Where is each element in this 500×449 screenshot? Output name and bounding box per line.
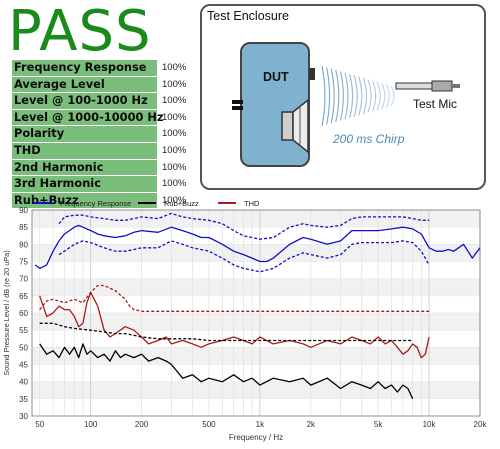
result-row: Polarity 100% xyxy=(12,126,200,143)
plot-frame xyxy=(31,209,481,417)
series-line-rub-buzz xyxy=(39,343,414,400)
x-tick-label: 10k xyxy=(423,420,437,429)
series-line-frequency-response-upper-limit xyxy=(58,212,430,240)
result-label: Level @ 100-1000 Hz xyxy=(12,93,157,109)
series-line-frequency-response xyxy=(34,224,481,270)
y-tick-label: 85 xyxy=(19,223,28,232)
x-tick-label: 50 xyxy=(35,420,44,429)
result-label: THD xyxy=(12,142,157,159)
series-line-thd xyxy=(39,291,430,359)
x-tick-label: 500 xyxy=(202,420,216,429)
result-value: 100% xyxy=(162,111,187,123)
result-value: 100% xyxy=(162,194,187,206)
result-row: Level @ 100-1000 Hz 100% xyxy=(12,93,200,110)
y-axis-label: Sound Pressure Level / dB (re 20 uPa) xyxy=(2,250,11,375)
grid-band xyxy=(32,381,480,399)
y-tick-label: 55 xyxy=(19,326,28,335)
pass-verdict: PASS xyxy=(8,0,152,64)
result-value: 100% xyxy=(162,128,187,140)
grid-band xyxy=(32,313,480,331)
y-tick-label: 80 xyxy=(19,240,28,249)
result-row: Frequency Response 100% xyxy=(12,60,200,77)
result-label: Frequency Response xyxy=(12,60,157,76)
series-line-frequency-response-lower-limit xyxy=(58,240,430,273)
y-tick-label: 60 xyxy=(19,309,28,318)
result-label: Rub+Buzz xyxy=(12,192,157,209)
x-tick-label: 20k xyxy=(474,420,488,429)
result-value: 100% xyxy=(162,178,187,190)
results-table: Frequency Response 100% Average Level 100% L… xyxy=(12,60,200,210)
x-tick-label: 200 xyxy=(135,420,149,429)
x-tick-label: 2k xyxy=(307,420,316,429)
y-tick-label: 70 xyxy=(19,275,28,284)
result-value: 100% xyxy=(162,161,187,173)
x-axis-label: Frequency / Hz xyxy=(229,433,283,442)
spl-chart: 30 35 40 45 50 55 60 65 70 75 80 85 90 50 100 200 500 1k 2… xyxy=(2,199,488,442)
y-tick-label: 50 xyxy=(19,343,28,352)
result-value: 100% xyxy=(162,78,187,90)
y-tick-label: 40 xyxy=(19,378,28,387)
grid-band xyxy=(32,347,480,365)
result-value: 100% xyxy=(162,144,187,156)
test-enclosure-box xyxy=(200,4,486,190)
y-tick-label: 30 xyxy=(19,412,28,421)
result-row: Rub+Buzz 100% xyxy=(12,192,200,210)
result-label: Average Level xyxy=(12,76,157,93)
result-label: Polarity xyxy=(12,126,157,142)
result-row: THD 100% xyxy=(12,142,200,160)
result-row: 3rd Harmonic 100% xyxy=(12,176,200,193)
result-row: 2nd Harmonic 100% xyxy=(12,159,200,177)
y-tick-label: 90 xyxy=(19,206,28,215)
result-label: 2nd Harmonic xyxy=(12,159,157,176)
legend-label: Rub+Buzz xyxy=(164,199,199,208)
series-line-thd-limit xyxy=(39,284,430,312)
result-value: 100% xyxy=(162,62,187,73)
result-value: 100% xyxy=(162,95,187,107)
grid-band xyxy=(32,278,480,296)
y-tick-label: 35 xyxy=(19,395,28,404)
grid-band xyxy=(32,210,480,228)
result-row: Average Level 100% xyxy=(12,76,200,94)
x-tick-label: 5k xyxy=(374,420,383,429)
result-row: Level @ 1000-10000 Hz 100% xyxy=(12,109,200,127)
y-tick-label: 65 xyxy=(19,292,28,301)
legend-label: THD xyxy=(244,199,260,208)
grid-band xyxy=(32,244,480,262)
y-tick-label: 45 xyxy=(19,361,28,370)
x-tick-label: 1k xyxy=(256,420,265,429)
x-tick-label: 100 xyxy=(84,420,98,429)
y-tick-label: 75 xyxy=(19,258,28,267)
result-label: Level @ 1000-10000 Hz xyxy=(12,109,164,126)
legend-label: Frequency Response xyxy=(60,199,131,208)
series-line-rub-buzz-limit xyxy=(39,322,413,342)
result-label: 3rd Harmonic xyxy=(12,176,157,192)
enclosure-title: Test Enclosure xyxy=(207,9,289,23)
